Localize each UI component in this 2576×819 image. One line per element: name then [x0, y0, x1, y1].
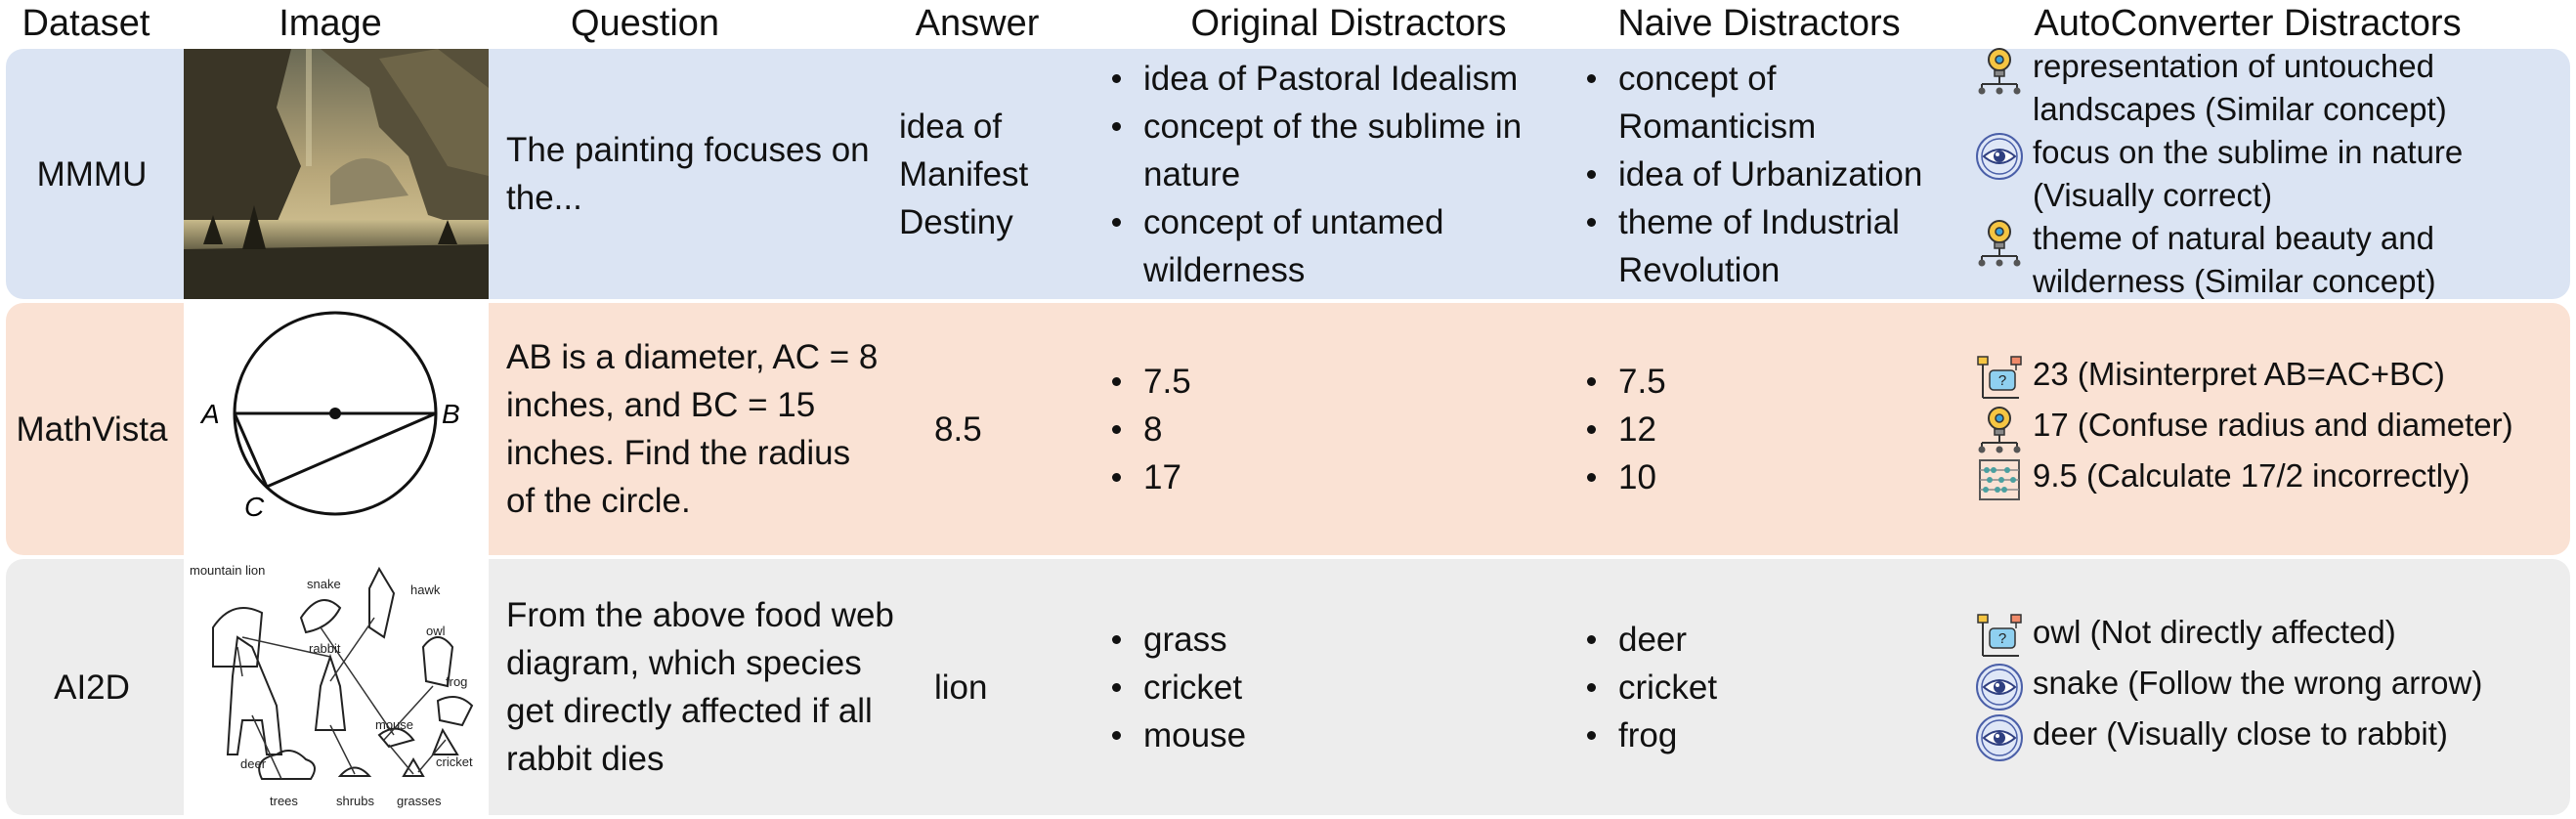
- distractor-item: mouse: [1104, 711, 1246, 759]
- label-frog: frog: [446, 674, 467, 689]
- header-autoconverter-distractors: AutoConverter Distractors: [2034, 3, 2462, 44]
- answer-text: idea of Manifest Destiny: [899, 107, 1029, 241]
- autoconverter-distractor-item: focus on the sublime in nature (Visually…: [1966, 131, 2570, 217]
- autoconverter-distractors-list: representation of untouched landscapes (…: [1966, 45, 2570, 303]
- autoconverter-distractor-text: owl (Not directly affected): [2033, 614, 2396, 650]
- table-row-ai2d: AI2D mountain lion: [6, 559, 2570, 815]
- abacus-icon: [1966, 454, 2033, 505]
- distractor-item: theme of Industrial Revolution: [1579, 198, 1966, 294]
- autoconverter-distractor-text: 17 (Confuse radius and diameter): [2033, 407, 2513, 443]
- point-label-c: C: [244, 492, 265, 522]
- original-distractors-list: 7.5 8 17: [1104, 358, 1191, 501]
- naive-distractors-list: 7.5 12 10: [1579, 358, 1666, 501]
- header-answer: Answer: [915, 3, 1040, 44]
- label-mouse: mouse: [375, 717, 413, 732]
- autoconverter-distractor-item: ? 23 (Misinterpret AB=AC+BC): [1966, 353, 2513, 404]
- point-label-b: B: [442, 399, 460, 429]
- autoconverter-distractor-item: snake (Follow the wrong arrow): [1966, 662, 2482, 712]
- distractor-item: concept of the sublime in nature: [1104, 103, 1579, 198]
- svg-text:?: ?: [1998, 372, 2006, 389]
- distractor-item: idea of Pastoral Idealism: [1104, 55, 1579, 103]
- label-shrubs: shrubs: [336, 794, 375, 808]
- question-text: AB is a diameter, AC = 8 inches, and BC …: [506, 338, 879, 520]
- label-rabbit: rabbit: [309, 641, 341, 656]
- distractor-item: idea of Urbanization: [1579, 151, 1966, 198]
- header-image: Image: [279, 3, 382, 44]
- autoconverter-distractor-text: 23 (Misinterpret AB=AC+BC): [2033, 356, 2445, 392]
- landscape-painting-svg: [184, 49, 489, 299]
- label-mountain-lion: mountain lion: [190, 563, 265, 578]
- distractor-item: cricket: [1579, 664, 1717, 711]
- table-row-mmmu: MMMU: [6, 48, 2570, 299]
- label-cricket: cricket: [436, 754, 473, 769]
- label-grasses: grasses: [397, 794, 442, 808]
- flowchart-question-icon: ?: [1966, 353, 2033, 404]
- dataset-name: AI2D: [54, 668, 130, 707]
- distractor-item: 8: [1104, 406, 1191, 453]
- autoconverter-distractor-text: snake (Follow the wrong arrow): [2033, 665, 2483, 701]
- landscape-painting-image: [184, 49, 489, 299]
- answer-text: 8.5: [934, 410, 982, 449]
- autoconverter-distractor-text: focus on the sublime in nature (Visually…: [2033, 134, 2464, 213]
- distractor-item: 10: [1579, 453, 1666, 501]
- eye-icon: [1966, 131, 2033, 182]
- food-web-diagram-svg: mountain lion snake hawk owl frog rabbit…: [190, 563, 474, 808]
- original-distractors-list: idea of Pastoral Idealism concept of the …: [1104, 55, 1579, 294]
- lightbulb-network-icon: [1966, 217, 2033, 268]
- autoconverter-distractor-text: theme of natural beauty and wilderness (…: [2033, 220, 2436, 299]
- dataset-name: MathVista: [16, 410, 168, 449]
- header-naive-distractors: Naive Distractors: [1617, 3, 1901, 44]
- distractor-item: 7.5: [1104, 358, 1191, 406]
- autoconverter-distractor-item: 17 (Confuse radius and diameter): [1966, 404, 2513, 454]
- autoconverter-distractor-text: deer (Visually close to rabbit): [2033, 715, 2448, 752]
- question-text: From the above food web diagram, which s…: [506, 596, 894, 778]
- label-owl: owl: [426, 624, 446, 638]
- lightbulb-network-icon: [1966, 404, 2033, 454]
- autoconverter-distractor-item: 9.5 (Calculate 17/2 incorrectly): [1966, 454, 2513, 505]
- distractor-item: 17: [1104, 453, 1191, 501]
- eye-icon: [1966, 712, 2033, 763]
- label-deer: deer: [240, 756, 267, 771]
- distractor-item: cricket: [1104, 664, 1246, 711]
- dataset-name: MMMU: [36, 154, 148, 194]
- distractor-item: grass: [1104, 616, 1246, 664]
- circle-geometry-image: A B C: [184, 303, 489, 555]
- autoconverter-distractor-item: representation of untouched landscapes (…: [1966, 45, 2570, 131]
- point-label-a: A: [199, 399, 220, 429]
- autoconverter-distractor-item: deer (Visually close to rabbit): [1966, 712, 2482, 763]
- label-hawk: hawk: [410, 582, 441, 597]
- distractor-item: frog: [1579, 711, 1717, 759]
- original-distractors-list: grass cricket mouse: [1104, 616, 1246, 759]
- flowchart-question-icon: ?: [1966, 611, 2033, 662]
- lightbulb-network-icon: [1966, 45, 2033, 96]
- header-dataset: Dataset: [21, 3, 150, 44]
- label-snake: snake: [307, 577, 341, 591]
- autoconverter-distractor-item: ? owl (Not directly affected): [1966, 611, 2482, 662]
- answer-text: lion: [934, 668, 988, 707]
- autoconverter-distractors-list: ? owl (Not directly affected) snake (Follo…: [1966, 611, 2482, 763]
- naive-distractors-list: concept of Romanticism idea of Urbanizati…: [1579, 55, 1966, 294]
- autoconverter-distractor-text: representation of untouched landscapes (…: [2033, 48, 2447, 127]
- distractor-item: concept of Romanticism: [1579, 55, 1966, 151]
- question-text: The painting focuses on the...: [506, 131, 870, 217]
- autoconverter-distractor-text: 9.5 (Calculate 17/2 incorrectly): [2033, 457, 2470, 494]
- eye-icon: [1966, 662, 2033, 712]
- autoconverter-distractor-item: theme of natural beauty and wilderness (…: [1966, 217, 2570, 303]
- table-row-mathvista: MathVista A B C AB is a diameter, AC = 8…: [6, 303, 2570, 555]
- distractor-item: 7.5: [1579, 358, 1666, 406]
- distractor-item: concept of untamed wilderness: [1104, 198, 1579, 294]
- naive-distractors-list: deer cricket frog: [1579, 616, 1717, 759]
- food-web-diagram-image: mountain lion snake hawk owl frog rabbit…: [184, 559, 489, 815]
- label-trees: trees: [270, 794, 298, 808]
- svg-text:?: ?: [1998, 630, 2006, 647]
- distractor-item: 12: [1579, 406, 1666, 453]
- header-original-distractors: Original Distractors: [1190, 3, 1507, 44]
- autoconverter-distractors-list: ? 23 (Misinterpret AB=AC+BC) 17 (Confuse r…: [1966, 353, 2513, 505]
- distractor-item: deer: [1579, 616, 1717, 664]
- circle-geometry-svg: A B C: [199, 311, 460, 522]
- header-question: Question: [570, 3, 720, 44]
